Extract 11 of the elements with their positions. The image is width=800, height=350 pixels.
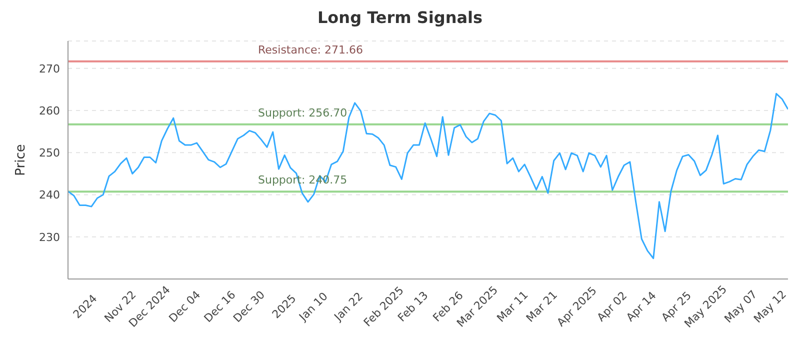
y-axis-title: Price — [14, 144, 29, 176]
y-tick-label: 250 — [39, 146, 60, 160]
x-tick-label: Jan 10 — [296, 290, 330, 324]
line-series — [68, 92, 788, 260]
ref-line-label: Support: 256.70 — [258, 106, 348, 120]
y-tick-label: 240 — [39, 188, 60, 202]
y-tick-label: 230 — [39, 230, 60, 244]
chart-title: Long Term Signals — [316, 8, 484, 27]
ref-line-label: Resistance: 271.66 — [258, 43, 363, 56]
y-tick-label: 270 — [39, 62, 60, 76]
y-tick-label: 260 — [39, 104, 60, 118]
